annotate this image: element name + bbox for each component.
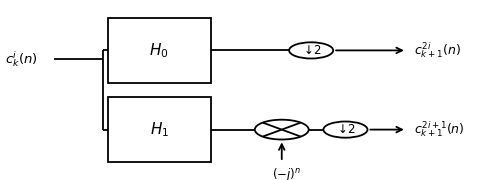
Text: $\downarrow\!2$: $\downarrow\!2$	[301, 44, 321, 57]
Circle shape	[323, 122, 368, 138]
Text: $H_0$: $H_0$	[149, 41, 169, 60]
Text: $(-j)^n$: $(-j)^n$	[272, 166, 301, 180]
Circle shape	[289, 42, 333, 58]
Circle shape	[255, 120, 309, 140]
Text: $c_{k+1}^{2i}(n)$: $c_{k+1}^{2i}(n)$	[414, 41, 461, 60]
Text: $c_k^i(n)$: $c_k^i(n)$	[5, 50, 37, 69]
Text: $H_1$: $H_1$	[149, 120, 169, 139]
Bar	[108, 18, 211, 83]
Text: $\downarrow\!2$: $\downarrow\!2$	[335, 123, 356, 136]
Bar	[108, 97, 211, 162]
Text: $c_{k+1}^{2i+1}(n)$: $c_{k+1}^{2i+1}(n)$	[414, 120, 465, 139]
